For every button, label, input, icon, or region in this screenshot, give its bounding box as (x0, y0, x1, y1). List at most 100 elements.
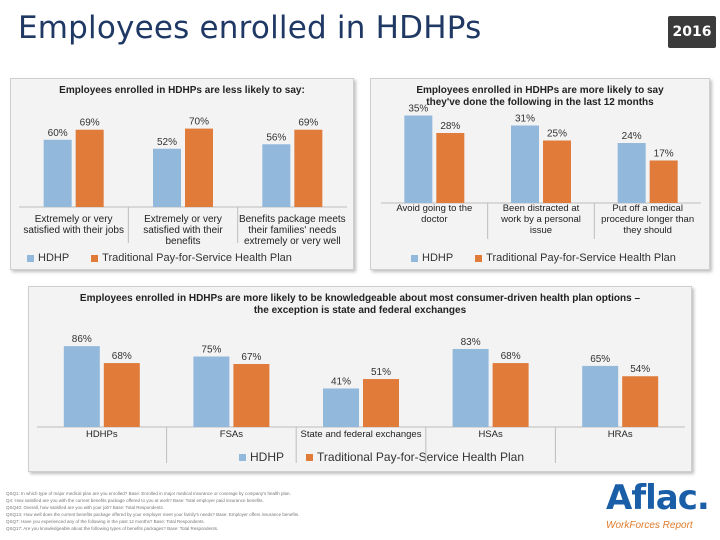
category-label: extremely or very well (244, 236, 341, 247)
category-label: they should (623, 225, 672, 236)
legend-item-traditional: Traditional Pay-for-Service Health Plan (91, 252, 292, 264)
legend-label-traditional: Traditional Pay-for-Service Health Plan (486, 252, 676, 264)
chart-title: Employees enrolled in HDHPs are less lik… (59, 85, 305, 96)
footnote-line: QSQ7: Have you experienced any of the fo… (6, 519, 205, 524)
footnote-line: QSQ1: In which type of major medical pla… (6, 491, 291, 496)
year-badge: 2016 (668, 16, 716, 48)
category-label: HDHPs (86, 429, 118, 440)
legend-label-hdhp: HDHP (422, 252, 454, 264)
data-label: 35% (408, 104, 428, 115)
bar-traditional (622, 376, 659, 427)
category-label: Extremely or very (35, 214, 113, 225)
category-label: FSAs (220, 429, 243, 440)
chart-title: Employees enrolled in HDHPs are more lik… (371, 85, 709, 109)
chart-title-line: Employees enrolled in HDHPs are more lik… (416, 85, 664, 96)
category-label: benefits (165, 236, 200, 247)
data-label: 68% (112, 351, 132, 362)
data-label: 24% (622, 131, 642, 142)
bar-hdhp (63, 346, 100, 427)
data-label: 28% (440, 121, 460, 132)
chart-svg: 86% 68% HDHPs 75% 67% FSAs 41% 51% State and fed… (37, 334, 685, 463)
data-label: 17% (654, 149, 674, 160)
data-label: 54% (630, 364, 650, 375)
bar-hdhp (617, 143, 646, 203)
category-label: work by a personal (500, 214, 581, 225)
category-label: HSAs (478, 429, 503, 440)
data-label: 25% (547, 129, 567, 140)
data-label: 70% (189, 117, 209, 128)
legend-swatch-hdhp (411, 254, 418, 262)
bar-hdhp (262, 144, 291, 207)
legend-item-hdhp: HDHP (239, 450, 284, 464)
chart-legend: HDHP Traditional Pay-for-Service Health … (411, 252, 698, 264)
data-label: 83% (461, 337, 481, 348)
legend-label-traditional: Traditional Pay-for-Service Health Plan (317, 450, 524, 464)
category-label: Been distracted at (503, 203, 580, 214)
category-label: issue (530, 225, 552, 236)
bar-traditional (363, 379, 399, 427)
legend-swatch-traditional (91, 254, 99, 262)
footnotes: QSQ1: In which type of major medical pla… (6, 490, 426, 532)
logo-brand: Aflac. (606, 478, 710, 518)
legend-item-hdhp: HDHP (27, 252, 69, 264)
bar-traditional (233, 364, 270, 427)
legend-swatch-traditional (475, 254, 483, 262)
category-label: HRAs (608, 429, 633, 440)
chart-panel-less-likely: Employees enrolled in HDHPs are less lik… (10, 78, 354, 270)
data-label: 75% (201, 345, 221, 356)
legend-swatch-hdhp (27, 254, 34, 262)
category-label: their families' needs (248, 225, 336, 236)
data-label: 60% (48, 128, 68, 139)
page-title: Employees enrolled in HDHPs (18, 10, 482, 46)
data-label: 69% (80, 118, 100, 129)
category-label: satisfied with their (143, 225, 223, 236)
bar-traditional (185, 128, 213, 207)
chart-title-line: they've done the following in the last 1… (426, 97, 654, 108)
category-label: doctor (421, 214, 447, 225)
legend-label-traditional: Traditional Pay-for-Service Health Plan (102, 252, 292, 264)
bar-traditional (649, 160, 678, 203)
category-label: Extremely or very (144, 214, 222, 225)
bar-hdhp (582, 365, 619, 427)
bar-hdhp (511, 125, 539, 203)
chart-panel-knowledgeable: Employees enrolled in HDHPs are more lik… (28, 286, 692, 472)
footnote-line: Q4: How satisfied are you with the curre… (6, 498, 264, 503)
category-label: procedure longer than (601, 214, 694, 225)
bar-traditional (75, 129, 104, 207)
bar-traditional (103, 363, 140, 427)
bar-hdhp (404, 115, 433, 203)
legend-item-traditional: Traditional Pay-for-Service Health Plan (475, 252, 676, 264)
data-label: 41% (331, 376, 351, 387)
chart-panel-last-12-months: Employees enrolled in HDHPs are more lik… (370, 78, 710, 270)
chart-title-line: the exception is state and federal excha… (253, 305, 467, 316)
legend-item-hdhp: HDHP (411, 252, 453, 264)
data-label: 86% (72, 334, 92, 345)
data-label: 56% (266, 132, 286, 143)
bar-traditional (492, 363, 529, 427)
legend-label-hdhp: HDHP (38, 252, 70, 264)
legend-label-hdhp: HDHP (250, 450, 285, 464)
logo-subtitle: WorkForces Report (606, 520, 693, 531)
chart-legend: HDHP Traditional Pay-for-Service Health … (27, 252, 314, 264)
footnote-line: QSQ17: Are you knowledgeable about the f… (6, 526, 219, 531)
bar-hdhp (153, 148, 181, 207)
category-label: Put off a medical (612, 203, 683, 214)
chart-title-line: Employees enrolled in HDHPs are more lik… (79, 293, 641, 304)
data-label: 51% (371, 367, 391, 378)
chart-title: Employees enrolled in HDHPs are more lik… (29, 293, 691, 317)
footnote-line: QSQ40: Overall, how satisfied are you wi… (6, 505, 165, 510)
legend-swatch-traditional (306, 453, 314, 461)
bar-traditional (294, 129, 323, 207)
category-label: Avoid going to the (396, 203, 472, 214)
bar-hdhp (43, 139, 72, 207)
bar-traditional (436, 133, 465, 203)
legend-swatch-hdhp (239, 453, 246, 461)
data-label: 31% (515, 114, 535, 125)
legend-item-traditional: Traditional Pay-for-Service Health Plan (306, 450, 524, 464)
category-label: State and federal exchanges (301, 429, 422, 440)
data-label: 52% (157, 137, 177, 148)
data-label: 68% (501, 351, 521, 362)
bar-hdhp (452, 348, 489, 427)
